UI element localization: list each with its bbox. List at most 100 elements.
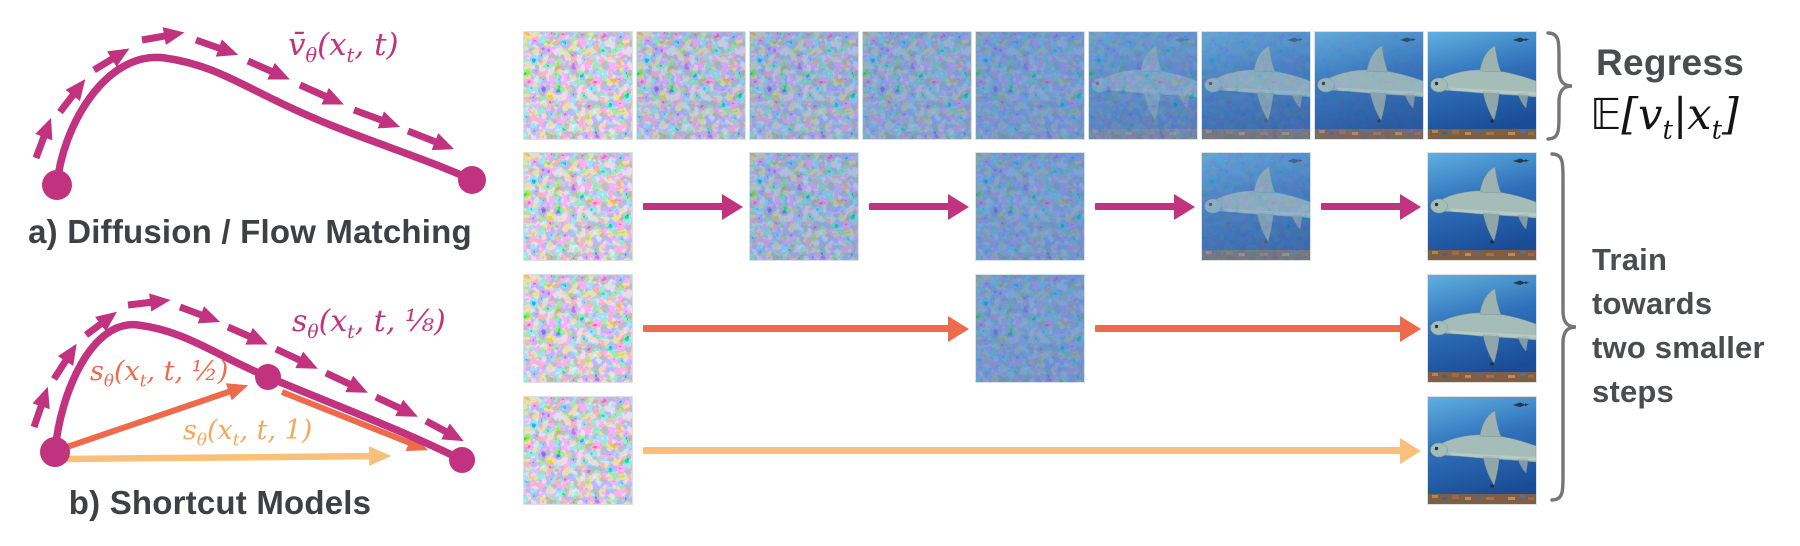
shortcut-end-point xyxy=(449,447,475,473)
shortcut-start-point xyxy=(40,437,70,467)
noise-overlay xyxy=(524,32,632,139)
shortcut-arrow-half-step-2 xyxy=(280,389,429,452)
train-line-3: two smaller xyxy=(1592,330,1765,365)
noise-overlay xyxy=(1202,153,1310,260)
blue-tint-overlay xyxy=(863,32,971,139)
train-line-2: towards xyxy=(1592,286,1713,321)
arrow-head xyxy=(948,193,969,220)
pipeline-image-col1 xyxy=(637,32,745,139)
arrow-head xyxy=(1400,315,1421,342)
arrow-head xyxy=(1400,193,1421,220)
blue-tint-overlay xyxy=(750,32,858,139)
noise-overlay xyxy=(524,275,632,382)
arrow-stem xyxy=(1095,325,1406,332)
velocity-field-label: v̄θ(xt, t) xyxy=(288,27,399,68)
row-four-steps xyxy=(524,153,1554,260)
blue-tint-overlay xyxy=(1315,32,1423,139)
denoise-step-arrow xyxy=(643,437,1421,465)
row-regress xyxy=(524,32,1554,139)
denoise-step-arrow xyxy=(1095,193,1195,221)
shortcut-arrow-half-step-1 xyxy=(63,383,249,451)
noise-overlay xyxy=(1089,32,1197,139)
shortcut-half-label: sθ(xt, t, ½) xyxy=(90,356,229,391)
pipeline-image-col6 xyxy=(1202,32,1310,139)
panel-a-caption: a) Diffusion / Flow Matching xyxy=(28,213,472,250)
blue-tint-overlay xyxy=(1202,32,1310,139)
regress-brace xyxy=(1546,31,1573,141)
denoise-step-arrow xyxy=(1321,193,1421,221)
noise-overlay xyxy=(524,153,632,260)
pipeline-image-col2 xyxy=(750,153,858,260)
noise-overlay xyxy=(750,32,858,139)
pipeline-image-col6 xyxy=(1202,153,1310,260)
shortcut-eighth-label: sθ(xt, t, ⅛) xyxy=(292,304,446,343)
denoise-step-arrow xyxy=(643,193,743,221)
arrow-stem xyxy=(869,203,954,210)
denoise-step-arrow xyxy=(869,193,969,221)
arrow-head xyxy=(1400,437,1421,464)
arrow-head xyxy=(722,193,743,220)
panel-b-caption: b) Shortcut Models xyxy=(68,484,372,521)
shortcut-models-diagram xyxy=(30,293,475,473)
pipeline-image-col7 xyxy=(1315,32,1423,139)
regress-math-expression: 𝔼[vt|xt] xyxy=(1590,90,1739,146)
arrow-stem xyxy=(643,203,728,210)
pipeline-image-col8 xyxy=(1428,397,1536,504)
blue-tint-overlay xyxy=(976,153,1084,260)
flow-matching-diagram xyxy=(32,27,486,200)
shortcut-one-label: sθ(xt, t, 1) xyxy=(183,415,313,450)
panel-flow-matching: v̄θ(xt, t) a) Diffusion / Flow Matching xyxy=(0,0,500,255)
pipeline-image-col2 xyxy=(750,32,858,139)
shortcut-mid-point xyxy=(255,364,281,390)
pipeline-image-col8 xyxy=(1428,275,1536,382)
blue-tint-overlay xyxy=(1089,32,1197,139)
arrow-head xyxy=(1174,193,1195,220)
arrow-head xyxy=(948,315,969,342)
train-line-4: steps xyxy=(1592,374,1674,409)
arrow-stem xyxy=(1321,203,1406,210)
pipeline-image-col0 xyxy=(524,275,632,382)
pipeline-image-col8 xyxy=(1428,32,1536,139)
pipeline-image-col3 xyxy=(863,32,971,139)
blue-tint-overlay xyxy=(976,32,1084,139)
noise-overlay xyxy=(750,153,858,260)
train-line-1: Train xyxy=(1592,242,1668,277)
blue-tint-overlay xyxy=(637,32,745,139)
arrow-stem xyxy=(643,325,954,332)
shortcut-arrow-full-step xyxy=(63,446,392,466)
flow-step-arrows xyxy=(32,27,455,160)
pipeline-image-col4 xyxy=(976,32,1084,139)
train-brace xyxy=(1550,152,1577,502)
row-two-steps xyxy=(524,275,1554,382)
pipeline-image-col0 xyxy=(524,397,632,504)
pipeline-image-col0 xyxy=(524,32,632,139)
noise-overlay xyxy=(1202,32,1310,139)
blue-tint-overlay xyxy=(976,275,1084,382)
arrow-stem xyxy=(643,447,1406,454)
pipeline-grid xyxy=(524,32,1554,512)
pipeline-image-col8 xyxy=(1428,153,1536,260)
pipeline-image-col4 xyxy=(976,275,1084,382)
pipeline-image-col4 xyxy=(976,153,1084,260)
blue-tint-overlay xyxy=(1202,153,1310,260)
trajectory-end-point xyxy=(458,166,486,194)
denoise-step-arrow xyxy=(1095,315,1421,343)
train-towards-label: Train towards two smaller steps xyxy=(1592,238,1765,414)
flow-trajectory-curve xyxy=(53,53,476,189)
arrow-stem xyxy=(1095,203,1180,210)
shortcut-step-arrows xyxy=(30,293,464,442)
row-one-step xyxy=(524,397,1554,504)
blue-tint-overlay xyxy=(750,153,858,260)
noise-overlay xyxy=(1315,32,1423,139)
noise-overlay xyxy=(863,32,971,139)
pipeline-image-col0 xyxy=(524,153,632,260)
denoise-step-arrow xyxy=(643,315,969,343)
shortcut-trajectory-curve xyxy=(51,321,466,464)
noise-overlay xyxy=(524,397,632,504)
noise-overlay xyxy=(637,32,745,139)
pipeline-image-col5 xyxy=(1089,32,1197,139)
regress-title: Regress xyxy=(1596,42,1745,83)
trajectory-start-point xyxy=(42,170,72,200)
panel-shortcut-models: sθ(xt, t, ⅛) sθ(xt, t, ½) sθ(xt, t, 1) b… xyxy=(0,255,500,546)
